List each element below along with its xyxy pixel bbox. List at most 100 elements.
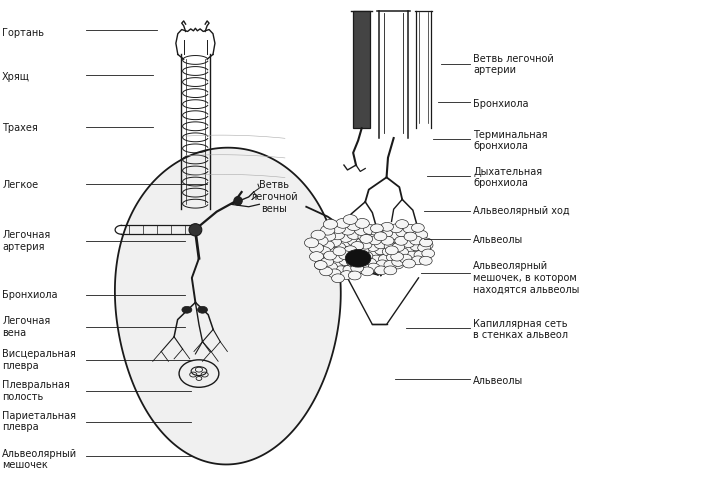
Circle shape (360, 241, 372, 250)
Circle shape (340, 271, 353, 279)
Circle shape (356, 238, 370, 247)
Circle shape (361, 267, 374, 276)
Text: Легочная
вена: Легочная вена (2, 316, 51, 338)
Text: Ветвь легочной
артерии: Ветвь легочной артерии (473, 54, 554, 75)
Circle shape (405, 246, 418, 255)
Text: Дыхательная
бронхиола: Дыхательная бронхиола (473, 166, 543, 188)
Circle shape (360, 244, 375, 254)
Circle shape (355, 226, 369, 236)
Circle shape (335, 249, 350, 259)
Circle shape (366, 248, 379, 257)
Circle shape (356, 246, 369, 255)
Circle shape (412, 223, 424, 232)
Circle shape (415, 230, 428, 239)
Circle shape (336, 218, 350, 228)
Circle shape (392, 257, 404, 266)
Circle shape (403, 224, 416, 233)
Circle shape (377, 248, 390, 258)
Circle shape (330, 230, 345, 240)
Circle shape (355, 256, 368, 265)
Circle shape (347, 230, 361, 240)
Circle shape (414, 246, 427, 255)
Text: Легкое: Легкое (2, 180, 38, 190)
Circle shape (339, 255, 353, 265)
Circle shape (419, 238, 432, 247)
Circle shape (360, 251, 373, 260)
Circle shape (357, 258, 372, 268)
Circle shape (345, 249, 371, 267)
Circle shape (366, 249, 380, 259)
Circle shape (331, 224, 345, 234)
Circle shape (392, 248, 404, 257)
Circle shape (344, 246, 357, 255)
Circle shape (364, 258, 377, 267)
Circle shape (397, 249, 410, 258)
Circle shape (394, 237, 407, 245)
Circle shape (374, 232, 387, 241)
Circle shape (355, 218, 370, 228)
Circle shape (382, 256, 394, 265)
Circle shape (367, 245, 379, 253)
Polygon shape (115, 148, 341, 464)
Circle shape (320, 267, 333, 276)
Circle shape (396, 219, 409, 228)
Circle shape (197, 307, 207, 313)
Circle shape (387, 231, 400, 240)
Circle shape (406, 255, 419, 264)
Circle shape (311, 230, 325, 240)
Circle shape (322, 231, 336, 241)
Circle shape (334, 261, 347, 270)
Circle shape (368, 255, 382, 265)
Circle shape (372, 226, 387, 236)
Circle shape (419, 256, 432, 265)
Circle shape (418, 244, 431, 252)
Circle shape (396, 228, 409, 237)
Circle shape (370, 250, 382, 259)
Circle shape (381, 236, 394, 245)
Circle shape (384, 266, 397, 275)
Circle shape (389, 224, 402, 233)
Circle shape (348, 271, 361, 280)
Circle shape (320, 225, 335, 235)
Circle shape (334, 266, 348, 276)
Text: Трахея: Трахея (2, 123, 38, 133)
Circle shape (310, 252, 324, 261)
Circle shape (343, 215, 357, 224)
Circle shape (320, 241, 335, 250)
Circle shape (392, 242, 405, 251)
Circle shape (403, 259, 415, 268)
Text: Альвеолы: Альвеолы (473, 376, 523, 386)
Circle shape (315, 260, 329, 270)
Circle shape (350, 250, 362, 259)
Circle shape (420, 241, 433, 249)
Circle shape (356, 262, 369, 271)
Circle shape (328, 237, 341, 247)
Circle shape (384, 260, 397, 269)
Circle shape (347, 258, 360, 267)
Circle shape (351, 242, 364, 250)
Circle shape (387, 253, 399, 262)
Circle shape (375, 240, 387, 249)
Circle shape (399, 254, 412, 263)
Circle shape (324, 251, 337, 260)
Circle shape (314, 261, 327, 270)
Circle shape (406, 249, 419, 258)
Text: Париетальная
плевра: Париетальная плевра (2, 411, 76, 432)
Circle shape (328, 269, 341, 278)
Text: Альвеолярный
мешочек, в котором
находятся альвеолы: Альвеолярный мешочек, в котором находятс… (473, 261, 580, 295)
Circle shape (370, 255, 383, 264)
Text: Альвеолярный
мешочек: Альвеолярный мешочек (2, 449, 77, 470)
Circle shape (330, 259, 343, 268)
Text: Бронхиола: Бронхиола (473, 99, 529, 109)
Circle shape (343, 265, 356, 274)
Circle shape (409, 242, 422, 250)
Circle shape (331, 253, 344, 262)
Circle shape (375, 235, 389, 245)
Circle shape (325, 262, 337, 271)
Circle shape (384, 242, 397, 251)
Circle shape (369, 236, 382, 245)
Circle shape (354, 264, 368, 274)
Circle shape (347, 236, 362, 246)
Circle shape (379, 254, 392, 263)
Circle shape (347, 221, 361, 231)
